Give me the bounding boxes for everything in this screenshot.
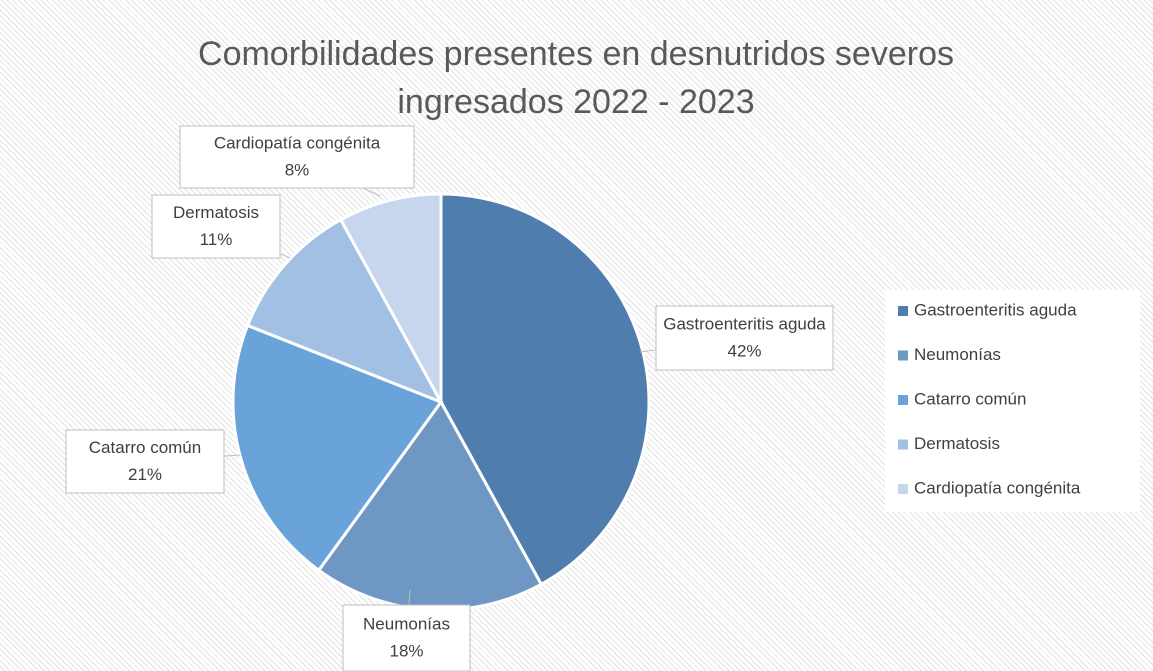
pie-slice [231,323,444,573]
legend-swatch [898,484,908,494]
data-label-value: 11% [200,230,233,249]
legend-label: Catarro común [914,389,1026,408]
data-label-value: 18% [389,641,423,660]
pie-slice [245,217,445,405]
data-label-name: Catarro común [89,438,201,457]
callout-box [179,125,415,189]
callout-box [65,429,225,494]
pie-slice [439,192,651,587]
data-label-name: Gastroenteritis aguda [663,314,826,333]
data-label-name: Cardiopatía congénita [214,133,381,152]
legend-label: Dermatosis [914,434,1000,453]
legend-label: Neumonías [914,345,1001,364]
chart-title: Comorbilidades presentes en desnutridos … [198,35,954,121]
legend-swatch [898,350,908,361]
legend-label: Gastroenteritis aguda [914,300,1077,319]
legend-swatch [898,395,908,405]
data-label-name: Dermatosis [173,203,259,222]
data-label-value: 21% [128,465,162,484]
data-label-value: 42% [727,341,761,360]
legend-label: Cardiopatía congénita [914,478,1081,497]
data-label-name: Neumonías [363,614,450,633]
pie-slice [338,192,443,403]
data-label-value: 8% [285,160,310,179]
callout-box [342,604,471,671]
legend-box [885,290,1140,512]
legend-swatch [898,306,908,316]
callout-box [655,305,834,371]
callout-box [151,194,281,259]
legend-swatch [898,439,908,450]
